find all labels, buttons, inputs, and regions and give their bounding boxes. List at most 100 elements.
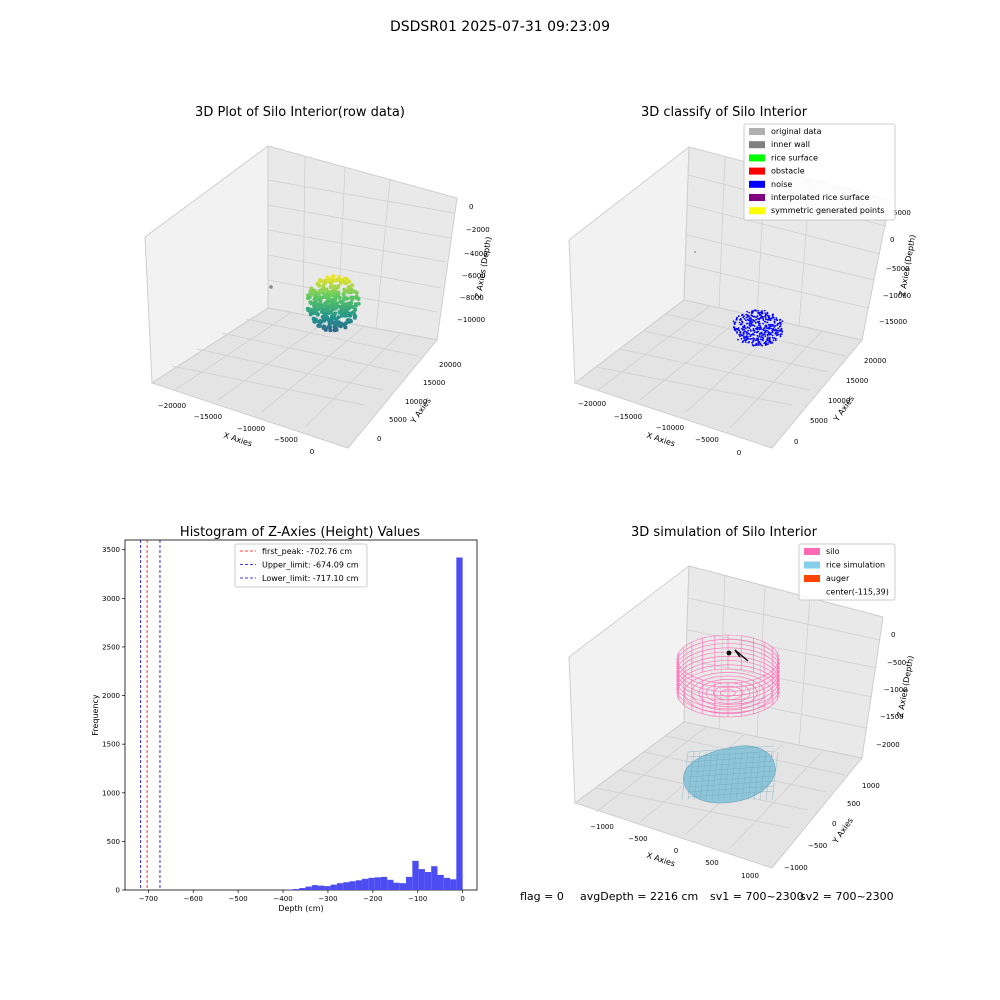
noise-point bbox=[760, 336, 762, 338]
noise-point bbox=[746, 326, 749, 329]
raw-ytick-label: 10000 bbox=[405, 398, 427, 406]
classify-xtick-label: −10000 bbox=[656, 424, 684, 432]
noise-point bbox=[753, 344, 756, 347]
raw-ytick-label: 5000 bbox=[389, 416, 407, 424]
noise-point bbox=[756, 327, 759, 330]
raw-point bbox=[330, 274, 335, 279]
noise-point bbox=[751, 312, 753, 315]
sim-ztick-label: −1000 bbox=[884, 686, 908, 694]
sim-legend-label: auger bbox=[826, 574, 850, 583]
noise-point bbox=[748, 315, 750, 318]
noise-point bbox=[753, 331, 756, 333]
hist-bar bbox=[374, 877, 381, 890]
noise-point bbox=[770, 327, 773, 330]
rice-mesh-line bbox=[687, 765, 775, 773]
classify-ytick-label: 0 bbox=[794, 438, 798, 446]
raw-point bbox=[336, 315, 341, 320]
hist-bar bbox=[362, 878, 369, 890]
noise-point bbox=[749, 338, 752, 340]
classify-ytick-label: 15000 bbox=[846, 377, 868, 385]
sim-ytick-label: 1000 bbox=[862, 782, 880, 790]
silo-ring bbox=[676, 647, 780, 697]
noise-point bbox=[736, 331, 738, 333]
raw-point bbox=[338, 299, 343, 304]
noise-point bbox=[774, 332, 777, 335]
noise-point bbox=[771, 341, 774, 344]
raw-point bbox=[352, 289, 357, 294]
auger-marker bbox=[726, 649, 749, 662]
noise-point bbox=[759, 311, 762, 314]
silo-ring bbox=[676, 638, 780, 688]
hist-bar bbox=[311, 885, 319, 890]
rice-mesh-line bbox=[687, 770, 775, 778]
hist-bar bbox=[437, 874, 444, 890]
noise-point bbox=[758, 341, 761, 343]
sim-ytick-label: 0 bbox=[832, 820, 836, 828]
sim-xticks: −1000 −500 0 500 1000 bbox=[590, 823, 759, 880]
noise-point bbox=[738, 329, 741, 332]
classify-legend-label: symmetric generated points bbox=[771, 206, 884, 215]
rice-mesh-line bbox=[687, 780, 775, 788]
raw-point bbox=[326, 290, 331, 295]
noise-point bbox=[735, 318, 738, 321]
hist-xtick-label: −100 bbox=[408, 895, 427, 903]
noise-point bbox=[777, 329, 779, 332]
sim-legend-label: silo bbox=[826, 547, 840, 556]
noise-point bbox=[755, 344, 758, 346]
noise-point bbox=[767, 331, 770, 334]
sim-xlabel: X Axies bbox=[645, 851, 676, 869]
noise-point bbox=[764, 344, 767, 346]
raw-point bbox=[316, 307, 321, 312]
noise-point bbox=[766, 318, 769, 321]
classify-isolated-point bbox=[694, 251, 696, 253]
noise-point bbox=[737, 315, 740, 318]
sim-xtick-label: −500 bbox=[628, 835, 647, 843]
rice-mesh-line bbox=[723, 751, 731, 801]
noise-point bbox=[757, 311, 760, 314]
noise-point bbox=[755, 318, 757, 321]
footer-sv2: sv2 = 700~2300 bbox=[800, 890, 894, 903]
hist-ytick-label: 1000 bbox=[102, 789, 120, 797]
raw-xtick-label: 0 bbox=[310, 448, 314, 456]
raw-point bbox=[317, 295, 322, 300]
raw-ztick-label: −2000 bbox=[466, 226, 490, 234]
sim-ytick-label: −1000 bbox=[784, 864, 808, 872]
raw-title: 3D Plot of Silo Interior(row data) bbox=[195, 105, 405, 120]
hist-bar bbox=[349, 881, 356, 890]
noise-point bbox=[757, 321, 759, 323]
hist-ytick-label: 2000 bbox=[102, 692, 120, 700]
noise-point bbox=[760, 316, 763, 319]
sim-ztick-label: 0 bbox=[891, 631, 895, 639]
panel-raw: 3D Plot of Silo Interior(row data) −2000… bbox=[144, 105, 493, 456]
silo-rings bbox=[676, 638, 780, 714]
raw-point bbox=[269, 285, 273, 289]
hist-bar bbox=[368, 877, 375, 890]
noise-point bbox=[766, 329, 768, 332]
noise-point bbox=[775, 334, 778, 337]
noise-point bbox=[774, 328, 777, 331]
rice-mesh-line bbox=[747, 751, 755, 801]
noise-point bbox=[745, 335, 748, 338]
noise-point bbox=[765, 318, 767, 321]
noise-point bbox=[770, 332, 772, 334]
hist-ytick-label: 0 bbox=[116, 887, 120, 895]
noise-point bbox=[767, 323, 770, 326]
footer-avg-depth: avgDepth = 2216 cm bbox=[580, 890, 698, 903]
noise-point bbox=[765, 327, 768, 329]
noise-point bbox=[765, 325, 768, 327]
classify-ytick-label: 5000 bbox=[810, 417, 828, 425]
noise-point bbox=[745, 316, 748, 319]
classify-ytick-label: 10000 bbox=[828, 397, 850, 405]
raw-point bbox=[320, 315, 325, 319]
raw-point bbox=[331, 320, 336, 325]
raw-grid bbox=[171, 155, 455, 428]
raw-xlabel: X Axies bbox=[222, 431, 253, 449]
noise-point bbox=[747, 329, 749, 332]
noise-point bbox=[762, 322, 764, 325]
noise-point bbox=[752, 324, 755, 327]
noise-point bbox=[745, 319, 747, 322]
noise-point bbox=[746, 322, 748, 325]
sim-legend-label: center(-115,39) bbox=[826, 588, 889, 597]
raw-ztick-label: −6000 bbox=[462, 272, 486, 280]
classify-legend-swatch bbox=[749, 180, 765, 188]
